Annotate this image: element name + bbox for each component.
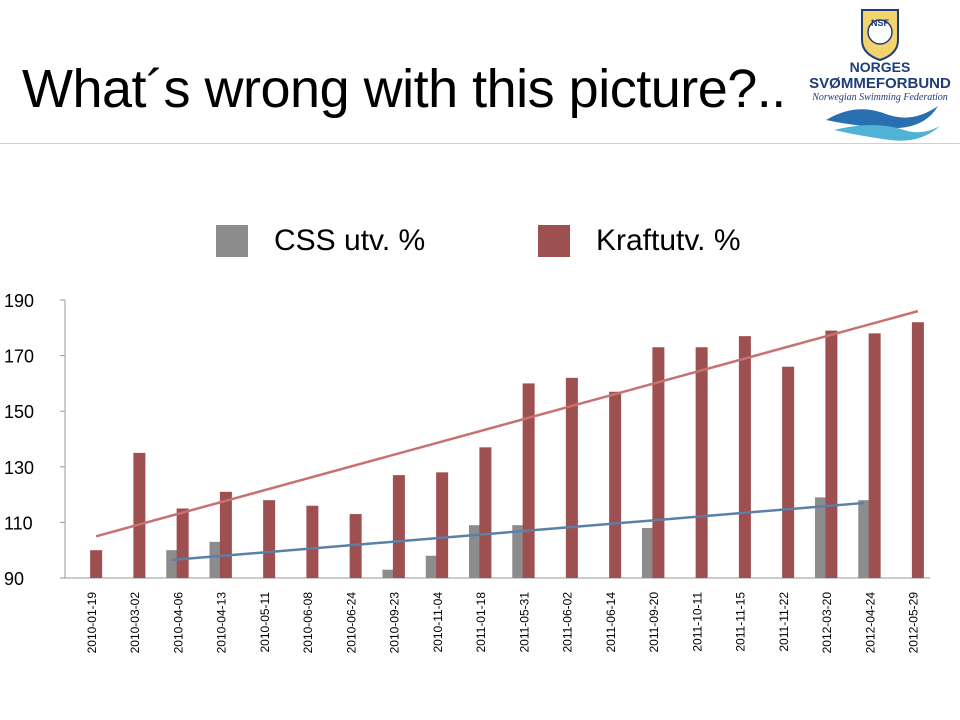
bar-css [858, 500, 871, 578]
x-tick-label: 2011-05-31 [517, 592, 531, 653]
bar-kraft [90, 550, 103, 578]
bar-kraft [825, 330, 838, 578]
logo-line2: SVØMMEFORBUND [809, 75, 951, 92]
legend-item-kraft: Kraftutv. % [538, 224, 741, 258]
y-tick-label: 150 [4, 402, 34, 422]
bar-css [382, 569, 395, 578]
bar-kraft [522, 383, 535, 578]
bar-kraft [695, 347, 708, 578]
legend-item-css: CSS utv. % [216, 224, 425, 258]
x-tick-label: 2011-11-22 [777, 592, 791, 652]
bar-css [209, 541, 222, 578]
bar-kraft [479, 447, 492, 578]
trendline-kraft [95, 309, 919, 538]
bar-kraft [133, 452, 146, 578]
y-tick-label: 170 [4, 347, 34, 367]
x-tick-label: 2012-05-29 [907, 592, 921, 654]
x-tick-label: 2011-09-20 [647, 592, 661, 653]
legend-swatch-kraft [538, 225, 570, 257]
bar-css [642, 527, 655, 578]
trendline-css [172, 501, 865, 562]
x-tick-label: 2010-03-02 [128, 592, 142, 654]
bar-kraft [176, 508, 189, 578]
legend-label-css: CSS utv. % [274, 224, 426, 257]
x-tick-label: 2012-03-20 [820, 592, 834, 654]
x-tick-label: 2011-10-11 [690, 592, 704, 652]
x-tick-label: 2011-06-14 [604, 592, 618, 653]
x-tick-label: 2010-01-19 [85, 592, 99, 654]
bar-kraft [392, 475, 405, 578]
x-tick-label: 2010-04-13 [215, 592, 229, 654]
x-tick-label: 2010-11-04 [431, 592, 445, 653]
y-tick-label: 90 [4, 569, 24, 589]
legend-label-kraft: Kraftutv. % [596, 224, 741, 257]
nsf-swimming-federation-logo: NSF NORGES SVØMMEFORBUND Norwegian Swimm… [809, 9, 951, 141]
bar-css [469, 525, 482, 578]
logo-line1: NORGES [850, 59, 911, 75]
bar-kraft [436, 472, 449, 578]
bar-css [512, 525, 525, 578]
bar-kraft [782, 366, 795, 578]
y-tick-label: 110 [4, 513, 33, 533]
bar-kraft [911, 322, 924, 578]
bar-kraft [263, 500, 276, 578]
bar-kraft [306, 505, 319, 578]
y-tick-label: 130 [4, 458, 34, 478]
logo-badge-text: NSF [871, 18, 890, 28]
title-divider [0, 143, 960, 144]
x-tick-label: 2010-06-24 [344, 592, 358, 654]
x-tick-label: 2011-06-02 [561, 592, 575, 653]
slide-title: What´s wrong with this picture?.. [22, 59, 786, 119]
x-tick-label: 2011-11-15 [734, 592, 748, 652]
bar-kraft [868, 333, 881, 578]
bar-css [815, 497, 828, 578]
bar-kraft [738, 336, 751, 578]
x-tick-label: 2010-09-23 [388, 592, 402, 654]
x-tick-label: 2010-05-11 [258, 592, 272, 653]
bar-css [425, 555, 438, 578]
x-tick-label: 2011-01-18 [474, 592, 488, 653]
x-tick-label: 2012-04-24 [863, 592, 877, 654]
bar-css [166, 550, 179, 578]
y-tick-label: 190 [4, 291, 34, 311]
x-tick-label: 2010-04-06 [171, 592, 185, 654]
logo-line3: Norwegian Swimming Federation [811, 92, 948, 103]
x-tick-label: 2010-06-08 [301, 592, 315, 654]
legend-swatch-css [216, 225, 248, 257]
bar-kraft [609, 391, 622, 578]
bar-kraft [219, 491, 232, 578]
